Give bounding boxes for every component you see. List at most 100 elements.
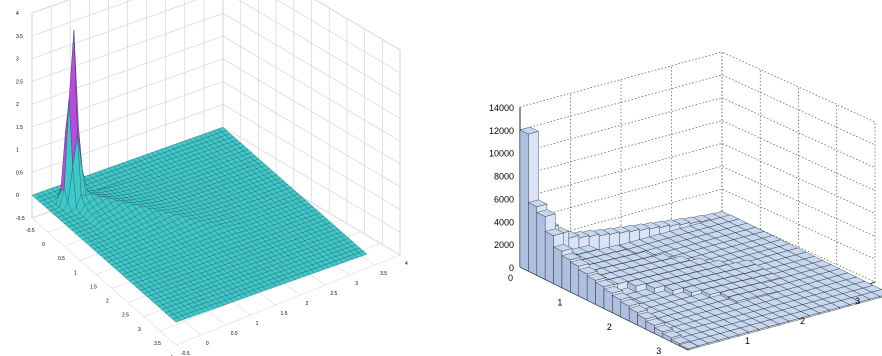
z-tick-label: 3 xyxy=(16,57,19,63)
bar-top xyxy=(645,318,665,326)
bar-face xyxy=(536,212,546,280)
bar-top xyxy=(679,341,699,350)
wall-grid-h xyxy=(31,104,401,210)
bars xyxy=(519,126,882,351)
y-tick-label: 2 xyxy=(305,301,308,307)
bar-top xyxy=(689,338,709,347)
x-tick-label: 0.5 xyxy=(58,256,65,262)
bar-top xyxy=(620,299,640,307)
axis-labels: 1400012000100008000600040002000001230123 xyxy=(489,103,860,356)
x-tick-label: 0 xyxy=(508,273,513,283)
bar-top xyxy=(553,244,573,252)
axis-labels: -0.5 0 0.5 1 1.5 2 2.5 3 3.5 4 -0.5 0 0.5 1 1.5 2 2.5 3 3.… xyxy=(16,11,408,356)
floor-grid xyxy=(31,217,177,346)
y-tick-label: 1 xyxy=(256,321,259,327)
surface-mesh xyxy=(31,30,368,323)
x-tick-label: 1 xyxy=(74,270,77,276)
x-tick-label: 2.5 xyxy=(122,313,129,319)
x-tick-label: 1.5 xyxy=(90,284,97,290)
z-tick-label: 0.5 xyxy=(16,170,23,176)
bar-top xyxy=(719,289,740,297)
bar-top xyxy=(578,266,598,275)
bar-top xyxy=(670,336,691,344)
bar-top xyxy=(653,324,674,332)
wall-grid-h xyxy=(31,35,401,142)
wall-grid-h xyxy=(31,81,401,188)
back-wall-1 xyxy=(721,51,876,283)
bar-face xyxy=(570,261,579,297)
z-tick-label: 12000 xyxy=(489,126,514,136)
wall-grid-h xyxy=(519,120,876,191)
histogram-3d-plot: 1400012000100008000600040002000001230123 xyxy=(489,51,882,356)
bar-top xyxy=(611,292,632,300)
wall-grid-h xyxy=(31,58,401,165)
z-tick-label: -0.5 xyxy=(16,216,25,222)
bar-top xyxy=(544,228,565,236)
bar-face xyxy=(528,202,537,276)
bar-top xyxy=(561,252,581,261)
surface-plot: -0.5 0 0.5 1 1.5 2 2.5 3 3.5 4 -0.5 0 0.5 1 1.5 2 2.5 3 3.… xyxy=(16,0,408,356)
y-tick-label: -0.5 xyxy=(181,351,190,356)
z-tick-label: 14000 xyxy=(489,103,514,113)
y-tick-label: 3.5 xyxy=(380,271,387,277)
wall-grid-h xyxy=(519,97,876,169)
bar-top xyxy=(628,305,649,313)
z-tick-label: 8000 xyxy=(494,172,514,182)
wall-grid-h xyxy=(31,12,401,119)
x-tick-label: 2 xyxy=(607,322,612,332)
surface-facet xyxy=(172,317,182,323)
x-tick-label: 3 xyxy=(656,346,661,356)
x-tick-label: 3.5 xyxy=(154,341,161,347)
wall-grid-h xyxy=(31,0,401,96)
bar-top xyxy=(569,259,590,267)
bar-top xyxy=(603,286,623,294)
z-tick-label: 0 xyxy=(16,193,19,199)
bar-top xyxy=(664,283,684,291)
wall-grid-h xyxy=(519,143,876,214)
x-tick-label: 2 xyxy=(106,299,109,305)
z-tick-label: 2000 xyxy=(494,240,514,250)
x-tick-label: 0 xyxy=(42,242,45,248)
floor-grid xyxy=(175,254,401,346)
bar-top xyxy=(682,285,703,293)
bar-top xyxy=(527,199,548,207)
z-tick-label: 1 xyxy=(16,148,19,154)
bar-face xyxy=(578,269,588,301)
y-tick-label: 3 xyxy=(355,281,358,287)
y-tick-label: 2 xyxy=(800,316,805,326)
z-tick-label: 2.5 xyxy=(16,79,23,85)
bar-top xyxy=(645,281,666,289)
bar-face xyxy=(545,231,554,284)
bar-top xyxy=(728,294,748,302)
bar-top xyxy=(637,311,657,320)
wall-grid-h xyxy=(31,0,401,74)
bar-face xyxy=(519,129,529,272)
z-tick-label: 10000 xyxy=(489,149,514,159)
bar-top xyxy=(519,126,539,135)
y-tick-label: 2.5 xyxy=(330,291,337,297)
z-tick-label: 4000 xyxy=(494,217,514,227)
z-tick-label: 3.5 xyxy=(16,34,23,40)
wall-grid-h xyxy=(519,74,876,146)
bar-top xyxy=(662,330,682,338)
z-tick-label: 1.5 xyxy=(16,125,23,131)
z-tick-label: 6000 xyxy=(494,194,514,204)
y-tick-label: 3 xyxy=(855,296,860,306)
y-tick-label: 1 xyxy=(745,336,750,346)
bar-face xyxy=(561,255,571,293)
bar-face xyxy=(595,282,605,309)
bar-top xyxy=(627,279,647,287)
z-tick-label: 0 xyxy=(509,263,514,273)
y-tick-label: 1.5 xyxy=(281,311,288,317)
x-tick-label: -0.5 xyxy=(26,228,35,234)
bar-face xyxy=(553,246,563,289)
z-tick-label: 2 xyxy=(16,102,19,108)
x-tick-label: 3 xyxy=(138,327,141,333)
y-tick-label: 4 xyxy=(405,261,408,267)
y-tick-label: 0.5 xyxy=(231,331,238,337)
bar-top xyxy=(701,287,721,295)
wall-grid-h xyxy=(31,0,401,51)
bar-top xyxy=(595,279,615,287)
bar-face xyxy=(587,275,596,305)
y-tick-label: 0 xyxy=(206,341,209,347)
